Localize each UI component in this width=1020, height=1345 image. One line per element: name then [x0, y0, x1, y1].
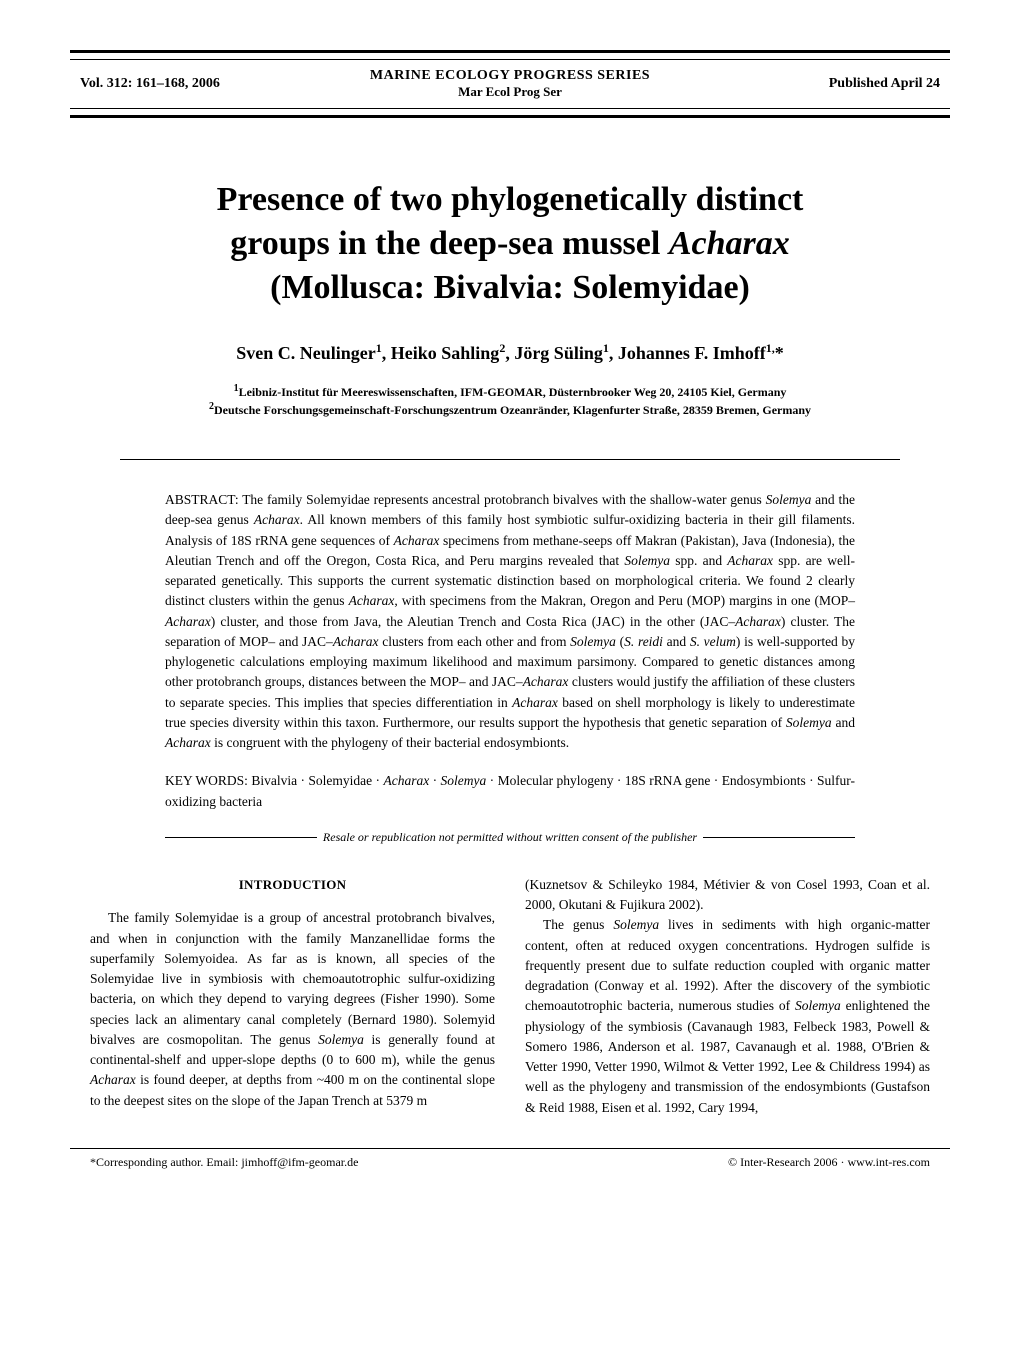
abstract-label: ABSTRACT:: [165, 492, 242, 507]
affiliation-2: 2Deutsche Forschungsgemeinschaft-Forschu…: [70, 400, 950, 419]
title-line3: (Mollusca: Bivalvia: Solemyidae): [270, 269, 750, 306]
column-left: INTRODUCTION The family Solemyidae is a …: [90, 875, 495, 1118]
affiliation-1: 1Leibniz-Institut für Meereswissenschaft…: [70, 382, 950, 401]
journal-abbrev: Mar Ecol Prog Ser: [280, 84, 740, 100]
page-footer: *Corresponding author. Email: jimhoff@if…: [70, 1148, 950, 1170]
col2-p1: (Kuznetsov & Schileyko 1984, Métivier & …: [525, 875, 930, 916]
col2-p2: The genus Solemya lives in sediments wit…: [525, 915, 930, 1118]
article-title: Presence of two phylogenetically distinc…: [70, 178, 950, 311]
keywords-label: KEY WORDS:: [165, 773, 251, 788]
resale-text: Resale or republication not permitted wi…: [317, 830, 703, 845]
resale-line-left: [165, 837, 317, 838]
corresponding-author: *Corresponding author. Email: jimhoff@if…: [90, 1155, 358, 1170]
keywords: KEY WORDS: Bivalvia · Solemyidae · Achar…: [165, 771, 855, 812]
keywords-body: Bivalvia · Solemyidae · Acharax · Solemy…: [165, 773, 855, 808]
resale-line-right: [703, 837, 855, 838]
title-line1: Presence of two phylogenetically distinc…: [217, 181, 804, 218]
journal-header: Vol. 312: 161–168, 2006 MARINE ECOLOGY P…: [70, 50, 950, 118]
pub-date: Published April 24: [740, 76, 940, 92]
journal-header-inner: Vol. 312: 161–168, 2006 MARINE ECOLOGY P…: [70, 59, 950, 109]
intro-heading: INTRODUCTION: [90, 875, 495, 895]
title-line2-italic: Acharax: [669, 225, 790, 262]
column-right: (Kuznetsov & Schileyko 1984, Métivier & …: [525, 875, 930, 1118]
copyright: © Inter-Research 2006 · www.int-res.com: [728, 1155, 930, 1170]
affiliations: 1Leibniz-Institut für Meereswissenschaft…: [70, 382, 950, 420]
journal-name-block: MARINE ECOLOGY PROGRESS SERIES Mar Ecol …: [280, 68, 740, 100]
abstract-body: The family Solemyidae represents ancestr…: [165, 492, 855, 750]
resale-notice-row: Resale or republication not permitted wi…: [70, 830, 950, 845]
abstract-text: ABSTRACT: The family Solemyidae represen…: [165, 490, 855, 753]
volume-info: Vol. 312: 161–168, 2006: [80, 76, 280, 92]
col1-p1: The family Solemyidae is a group of ance…: [90, 908, 495, 1111]
title-line2-pre: groups in the deep-sea mussel: [230, 225, 669, 262]
journal-name: MARINE ECOLOGY PROGRESS SERIES: [280, 68, 740, 84]
abstract-block: ABSTRACT: The family Solemyidae represen…: [70, 490, 950, 812]
body-columns: INTRODUCTION The family Solemyidae is a …: [70, 875, 950, 1118]
authors: Sven C. Neulinger1, Heiko Sahling2, Jörg…: [70, 341, 950, 364]
abstract-divider: [120, 459, 900, 460]
